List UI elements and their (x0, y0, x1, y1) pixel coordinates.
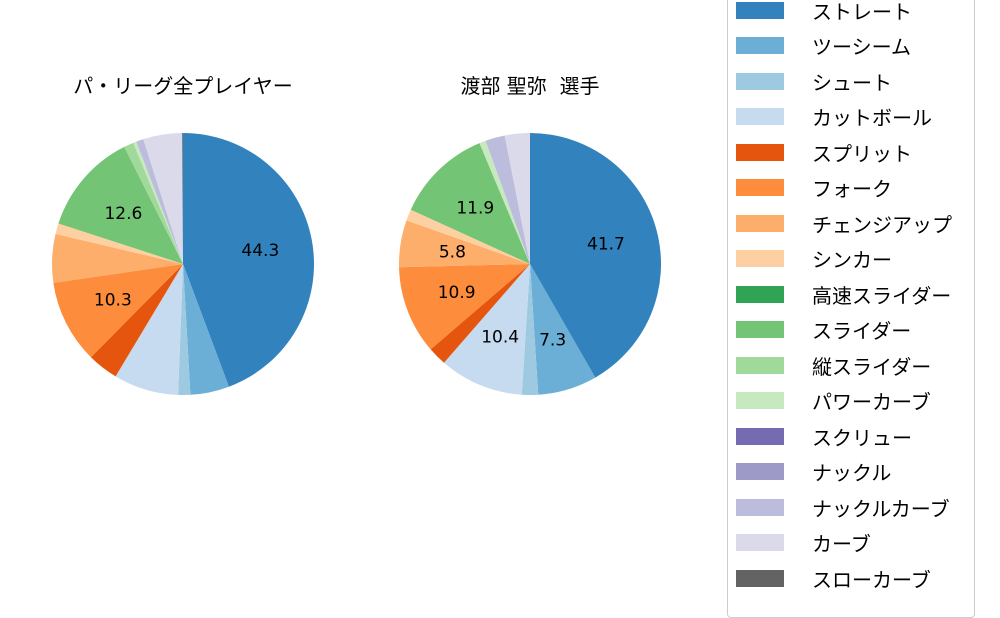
legend-item: スローカーブ (736, 563, 931, 593)
legend-item: カットボール (736, 102, 932, 132)
legend-item: チェンジアップ (736, 208, 952, 238)
pie-slice (521, 264, 539, 396)
legend-item: ナックル (736, 457, 891, 487)
legend-swatch (736, 72, 784, 90)
legend-swatch (736, 498, 784, 516)
pie-slice (133, 141, 183, 264)
pie-slice (115, 264, 183, 395)
pie-slice (183, 133, 315, 387)
pie-slice (124, 142, 183, 264)
legend-item: スクリュー (736, 421, 912, 451)
legend-label: ナックルカーブ (812, 496, 950, 521)
pie-chart-player: 41.7 7.3 10.4 10.9 5.8 11.9 (399, 133, 662, 396)
legend-swatch (736, 108, 784, 125)
legend-item: ストレート (736, 0, 912, 25)
pie-slice (430, 264, 530, 363)
legend-label: ツーシーム (812, 35, 911, 59)
pie-slice (530, 133, 662, 378)
legend-label: ストレート (812, 0, 912, 24)
legend-swatch (736, 285, 784, 303)
pie-slice (530, 264, 596, 395)
slice-value-label: 10.4 (481, 328, 519, 348)
legend-swatch (736, 392, 784, 409)
legend-label: チェンジアップ (812, 212, 952, 237)
legend-swatch (736, 1, 784, 19)
pie-slice (136, 139, 183, 264)
legend-label: スライダー (812, 319, 912, 343)
pie-slice (52, 233, 183, 283)
legend-item: ナックルカーブ (736, 492, 950, 522)
pie-slice (182, 133, 183, 264)
legend-item: シュート (736, 66, 892, 96)
pie-slice (504, 133, 530, 264)
legend-item: スライダー (736, 315, 911, 345)
legend-item: カーブ (736, 528, 871, 558)
pie-slice (53, 264, 184, 358)
legend: ストレートツーシームシュートカットボール スプリットフォークチェンジアップ シンカー… (727, 0, 975, 618)
legend-item: 高速スライダー (736, 279, 951, 309)
pie-slice (410, 143, 530, 264)
legend-swatch (736, 569, 784, 587)
legend-item: パワーカーブ (736, 386, 931, 416)
legend-label: フォーク (812, 177, 892, 201)
slice-value-label: 7.3 (539, 330, 566, 350)
legend-swatch (736, 179, 784, 196)
legend-label: スローカーブ (812, 567, 931, 592)
pie-slice (55, 223, 183, 264)
pie-slice (58, 146, 183, 264)
legend-item: スプリット (736, 137, 912, 167)
legend-label: カットボール (812, 106, 932, 130)
legend-swatch (736, 463, 784, 480)
slice-value-label: 12.6 (104, 204, 142, 224)
legend-swatch (736, 321, 784, 338)
legend-label: 高速スライダー (812, 283, 952, 308)
pie-slice (143, 133, 183, 264)
pie-chart-league: 44.3 10.3 12.6 (52, 133, 315, 395)
slice-value-label: 41.7 (587, 235, 625, 255)
legend-swatch (736, 143, 784, 161)
pie-slice (183, 264, 229, 395)
legend-item: 縦スライダー (736, 350, 931, 380)
pie-slice (479, 140, 530, 264)
slice-value-label: 11.9 (456, 199, 494, 219)
slice-value-label: 10.3 (94, 290, 132, 310)
legend-label: スクリュー (812, 425, 912, 450)
left-chart-title: パ・リーグ全プレイヤー (73, 74, 293, 98)
slice-value-label: 44.3 (241, 241, 279, 261)
pie-slice (178, 264, 191, 395)
legend-item: ツーシーム (736, 31, 911, 61)
legend-label: スプリット (812, 141, 912, 166)
legend-label: シンカー (812, 248, 892, 272)
legend-item: フォーク (736, 173, 892, 203)
slice-value-label: 10.9 (438, 283, 476, 303)
legend-label: シュート (812, 70, 892, 95)
pie-slice (443, 264, 530, 395)
legend-swatch (736, 427, 784, 445)
legend-label: パワーカーブ (812, 390, 931, 414)
legend-label: 縦スライダー (812, 354, 932, 379)
legend-swatch (736, 356, 784, 374)
legend-swatch (736, 250, 784, 267)
legend-swatch (736, 534, 784, 551)
legend-label: ナックル (812, 461, 892, 485)
legend-swatch (736, 37, 784, 54)
right-chart-title: 渡部 聖弥 選手 (460, 74, 600, 98)
legend-swatch (736, 214, 784, 232)
legend-label: カーブ (812, 532, 871, 556)
pie-slice (406, 209, 530, 264)
pie-charts: 44.3 10.3 12.6 41.7 7.3 10.4 10.9 5.8 11.9 (52, 133, 662, 396)
legend-item: シンカー (736, 244, 892, 274)
slice-value-label: 5.8 (439, 243, 466, 263)
pie-slice (485, 135, 530, 264)
pie-slice (399, 220, 530, 268)
pie-slice (90, 264, 183, 377)
pie-slice (399, 264, 530, 350)
